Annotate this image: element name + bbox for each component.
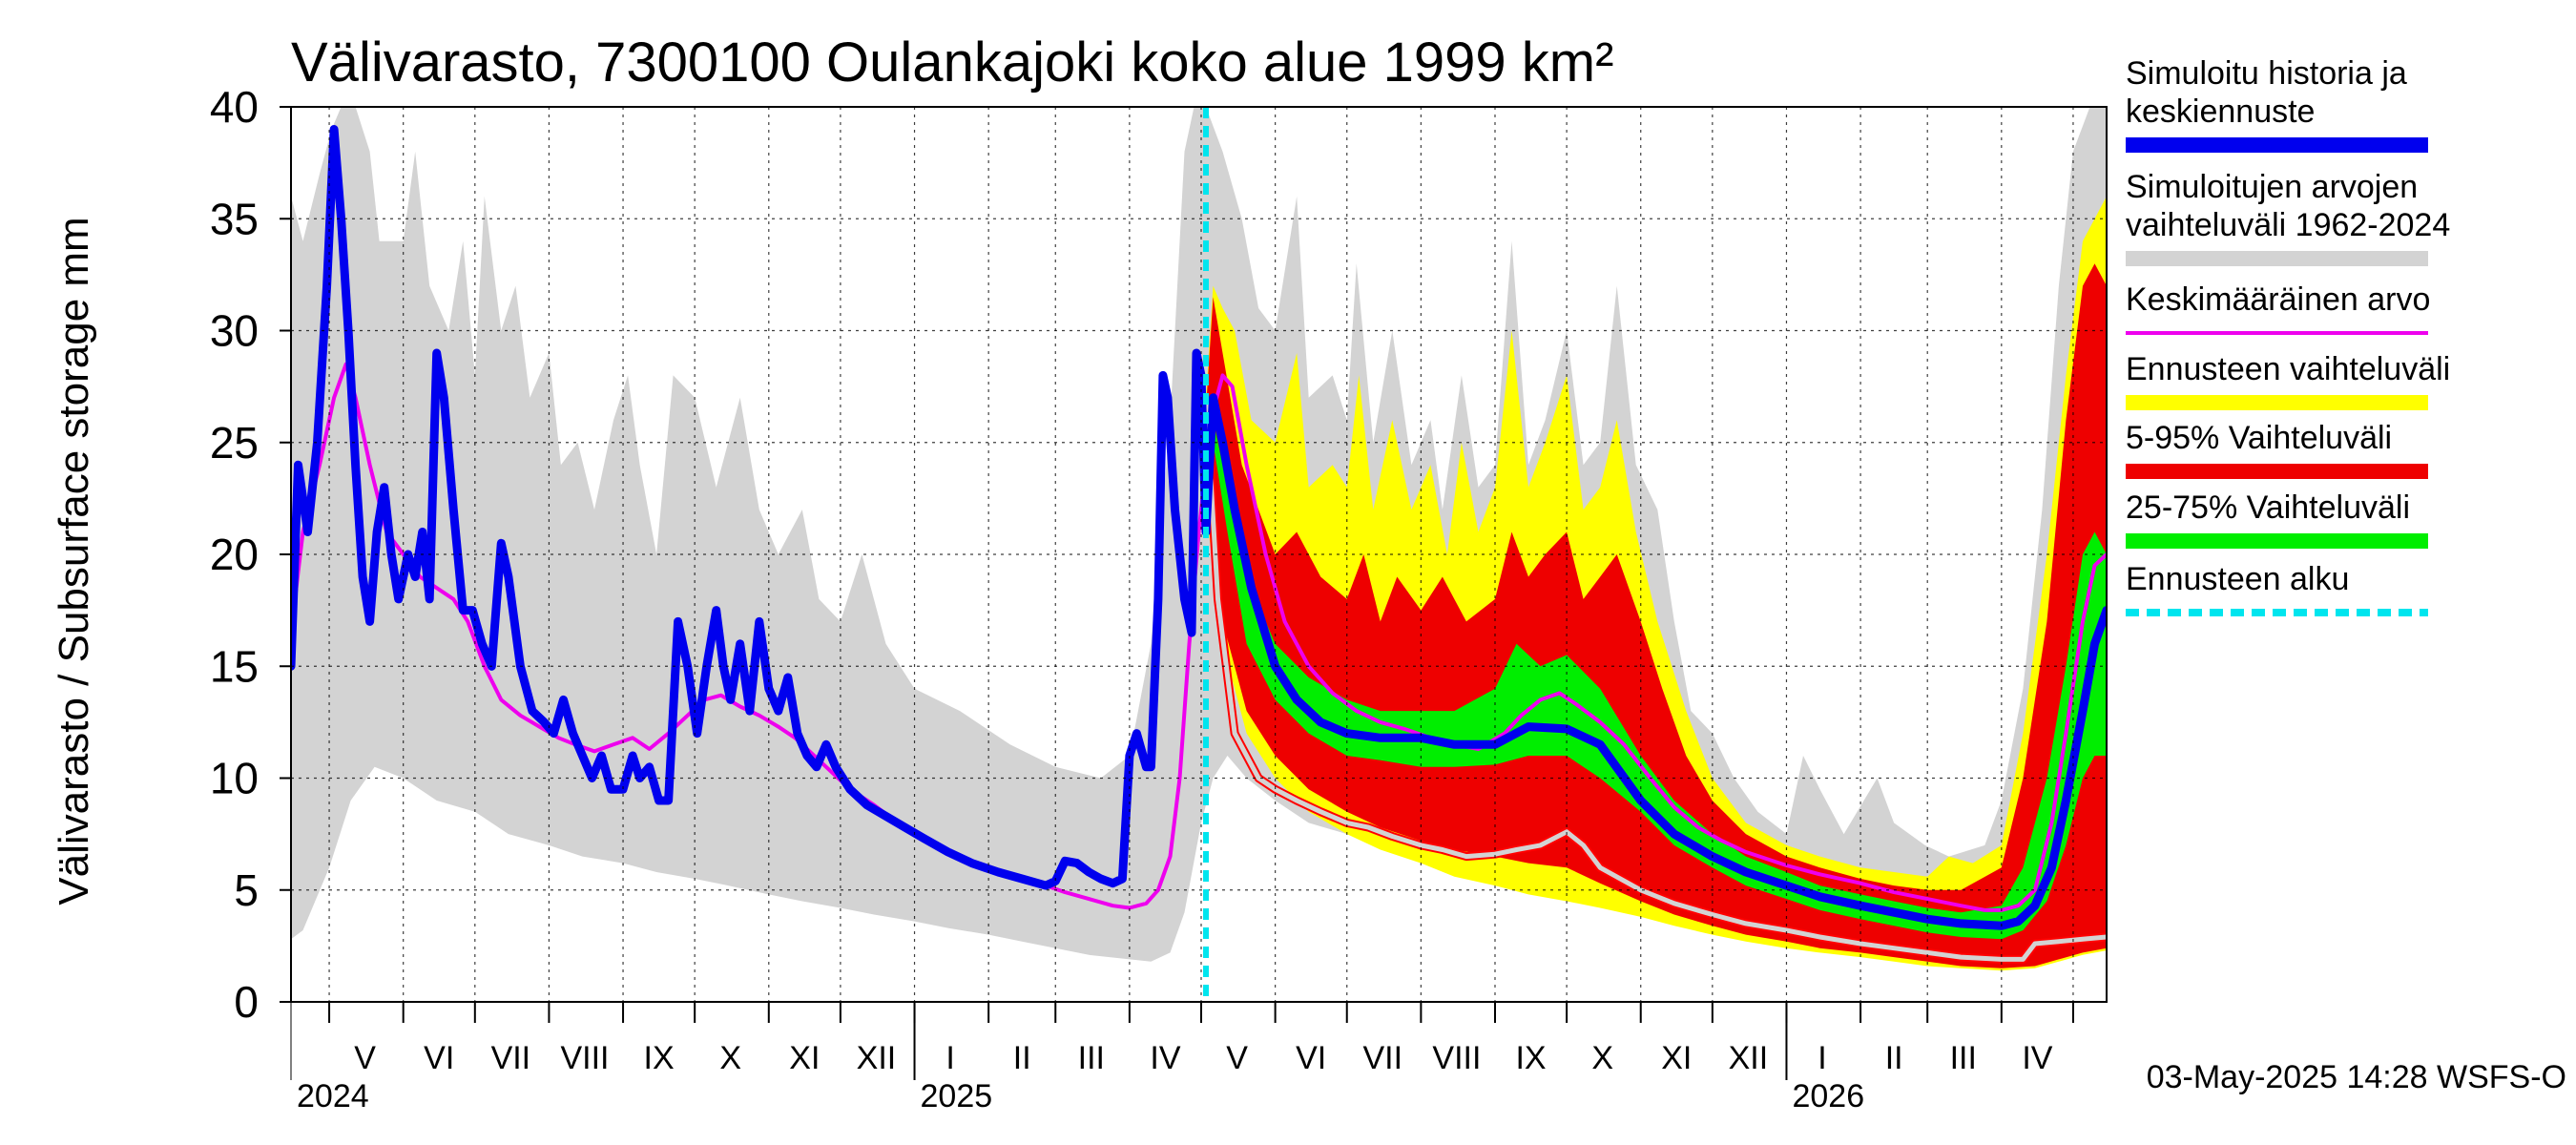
x-month-label: VI bbox=[424, 1040, 454, 1076]
x-month-label: XII bbox=[857, 1040, 897, 1076]
legend-label: Simuloitujen arvojen vaihteluväli 1962-20… bbox=[2126, 169, 2450, 243]
y-axis-label: Välivarasto / Subsurface storage mm bbox=[51, 217, 97, 905]
y-tick-label: 30 bbox=[210, 306, 259, 356]
series-keskimaarainen-arvo bbox=[291, 362, 2107, 912]
y-tick-label: 35 bbox=[210, 194, 259, 243]
x-month-label: XI bbox=[1661, 1040, 1692, 1076]
x-month-label: XII bbox=[1729, 1040, 1769, 1076]
legend-label: Keskimääräinen arvo bbox=[2126, 281, 2430, 318]
x-year-label: 2026 bbox=[1792, 1078, 1864, 1114]
x-month-label: VIII bbox=[1432, 1040, 1481, 1076]
x-month-label: IV bbox=[1150, 1040, 1180, 1076]
legend-label: Ennusteen vaihteluväli bbox=[2126, 351, 2450, 387]
legend-item: Simuloitu historia ja keskiennuste bbox=[2126, 55, 2428, 153]
legend-label: 25-75% Vaihteluväli bbox=[2126, 489, 2410, 526]
x-month-label: III bbox=[1950, 1040, 1977, 1076]
x-month-label: XI bbox=[789, 1040, 820, 1076]
y-tick-label: 0 bbox=[234, 977, 259, 1027]
x-month-label: II bbox=[1013, 1040, 1031, 1076]
x-month-label: I bbox=[1818, 1040, 1826, 1076]
x-month-label: VI bbox=[1296, 1040, 1326, 1076]
x-month-label: X bbox=[719, 1040, 741, 1076]
legend-item: Keskimääräinen arvo bbox=[2126, 281, 2430, 335]
legend-item: Simuloitujen arvojen vaihteluväli 1962-20… bbox=[2126, 169, 2450, 266]
x-month-label: V bbox=[1226, 1040, 1248, 1076]
legend-item: Ennusteen vaihteluväli bbox=[2126, 351, 2450, 410]
x-month-label: X bbox=[1591, 1040, 1613, 1076]
legend-label: 5-95% Vaihteluväli bbox=[2126, 420, 2392, 456]
data-layer bbox=[291, 107, 2107, 971]
legend-label: Simuloitu historia ja keskiennuste bbox=[2126, 55, 2407, 130]
grid bbox=[291, 107, 2107, 1002]
y-tick-label: 40 bbox=[210, 82, 259, 132]
x-month-label: III bbox=[1078, 1040, 1105, 1076]
x-month-label: VII bbox=[491, 1040, 531, 1076]
band-5-95-vaihteluvali bbox=[1206, 263, 2107, 968]
x-month-label: VII bbox=[1363, 1040, 1403, 1076]
legend: Simuloitu historia ja keskiennuste Simuloi… bbox=[2126, 55, 2450, 616]
series-simuloitu-historia-ja-keskiennuste bbox=[291, 125, 2107, 930]
x-month-label: IX bbox=[644, 1040, 675, 1076]
x-month-label: II bbox=[1885, 1040, 1903, 1076]
x-month-label: IX bbox=[1515, 1040, 1546, 1076]
y-tick-label: 20 bbox=[210, 530, 259, 579]
x-month-label: V bbox=[354, 1040, 376, 1076]
footer-timestamp: 03-May-2025 14:28 WSFS-O bbox=[2147, 1059, 2566, 1095]
legend-item: 25-75% Vaihteluväli bbox=[2126, 489, 2428, 549]
y-tick-label: 25 bbox=[210, 418, 259, 468]
y-tick-label: 5 bbox=[234, 865, 259, 915]
x-month-label: VIII bbox=[560, 1040, 609, 1076]
legend-item: Ennusteen alku bbox=[2126, 561, 2428, 616]
x-month-label: IV bbox=[2022, 1040, 2052, 1076]
y-tick-label: 15 bbox=[210, 641, 259, 691]
chart-title: Välivarasto, 7300100 Oulankajoki koko al… bbox=[291, 31, 1613, 94]
legend-item: 5-95% Vaihteluväli bbox=[2126, 420, 2428, 479]
x-year-label: 2025 bbox=[921, 1078, 993, 1114]
series-simuloitujen-arvojen-minimi bbox=[1203, 395, 2107, 962]
legend-label: Ennusteen alku bbox=[2126, 561, 2349, 597]
band-25-75-vaihteluvali bbox=[1206, 408, 2107, 940]
x-month-label: I bbox=[945, 1040, 954, 1076]
y-tick-label: 10 bbox=[210, 754, 259, 803]
x-year-label: 2024 bbox=[297, 1078, 369, 1114]
